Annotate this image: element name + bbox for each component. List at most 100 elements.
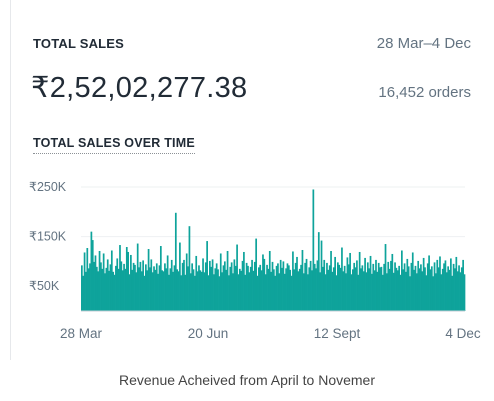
chart-bar [437,267,440,311]
x-tick-label: 4 Dec [445,326,481,341]
chart-bar [305,258,308,311]
chart-bar [169,268,172,311]
card-title: TOTAL SALES [33,36,125,51]
chart-bar [173,265,176,311]
chart-bar [375,259,377,311]
chart-bar [262,254,264,311]
chart-bar [263,258,266,311]
chart-subtitle[interactable]: TOTAL SALES OVER TIME [33,136,195,154]
chart-bar [194,275,196,311]
chart-bar [301,249,304,311]
chart-bar [222,265,225,311]
chart-bar [119,245,121,311]
chart-bar [245,262,248,311]
chart-bar [377,262,380,311]
chart-bar [196,271,199,311]
chart-bar [405,271,407,311]
chart-bar [179,242,181,311]
chart-bar [108,270,110,311]
chart-bar [320,240,323,311]
chart-bar [328,265,331,311]
chart-bar [330,250,332,311]
chart-bar [251,259,253,311]
chart-bar [391,253,394,311]
chart-bar [221,272,223,311]
chart-bar [278,273,281,311]
chart-bar [413,269,415,311]
chart-bar [398,265,400,311]
chart-bar [426,263,429,311]
chart-bar [200,271,203,311]
chart-bar [456,271,459,311]
chart-bar [82,275,85,311]
chart-bar [450,258,452,311]
chart-bar [132,262,135,311]
chart-bar [286,263,289,311]
chart-bar [396,270,399,311]
chart-bar [136,243,139,311]
chart-bar [192,269,195,311]
chart-bar [139,261,142,311]
chart-bar [206,241,208,311]
chart-bar [414,265,417,311]
chart-bar [168,274,170,311]
chart-bar [357,274,360,311]
chart-bar [401,250,403,311]
chart-bar [323,259,326,311]
chart-bar [203,272,206,311]
chart-bar [308,267,311,311]
chart-bar [106,259,109,311]
chart-bar [247,265,249,311]
chart-bar [180,275,183,311]
chart-bar [319,272,322,311]
chart-bar [334,256,336,311]
chart-bar [341,247,343,311]
chart-bar [392,272,395,311]
chart-bar [170,259,173,311]
chart-bar [130,254,132,311]
chart-bar [448,269,451,311]
chart-bar [138,267,140,311]
chart-bar [113,274,116,311]
chart-bar [140,271,143,311]
chart-bar [112,271,115,311]
chart-bar [183,259,185,311]
chart-bar [283,273,286,311]
chart-bar [230,262,233,311]
chart-bar [150,259,153,311]
chart-bar [188,226,191,311]
chart-bar [366,262,369,311]
chart-bar [335,275,338,311]
chart-bar [297,271,300,311]
chart-bar [158,265,161,311]
chart-bar [215,263,218,311]
chart-bar [445,272,448,311]
chart-bar [388,268,391,311]
chart-bar [277,263,279,311]
chart-bar [372,263,375,311]
chart-bar [236,244,238,311]
chart-bar [243,251,245,311]
chart-bar [270,271,272,311]
chart-bar [228,275,230,311]
chart-bar [110,250,113,311]
chart-bar [315,268,317,311]
chart-bar [267,268,270,311]
total-sales-value: ₹2,52,02,277.38 [31,72,248,104]
chart-bar [151,272,154,311]
date-range[interactable]: 28 Mar–4 Dec [376,35,471,52]
chart-bar [258,267,260,311]
chart-bar [241,260,244,311]
x-tick-label: 28 Mar [60,326,103,341]
chart-bar [279,259,282,311]
chart-bar [420,264,422,311]
chart-bar [128,274,131,311]
chart-bar [362,271,365,311]
chart-bar [134,264,136,311]
chart-bar [143,275,146,311]
chart-bar [202,258,204,311]
chart-bar [95,266,98,311]
chart-bar [403,263,406,311]
chart-bar [225,269,228,311]
chart-bar [309,260,312,311]
